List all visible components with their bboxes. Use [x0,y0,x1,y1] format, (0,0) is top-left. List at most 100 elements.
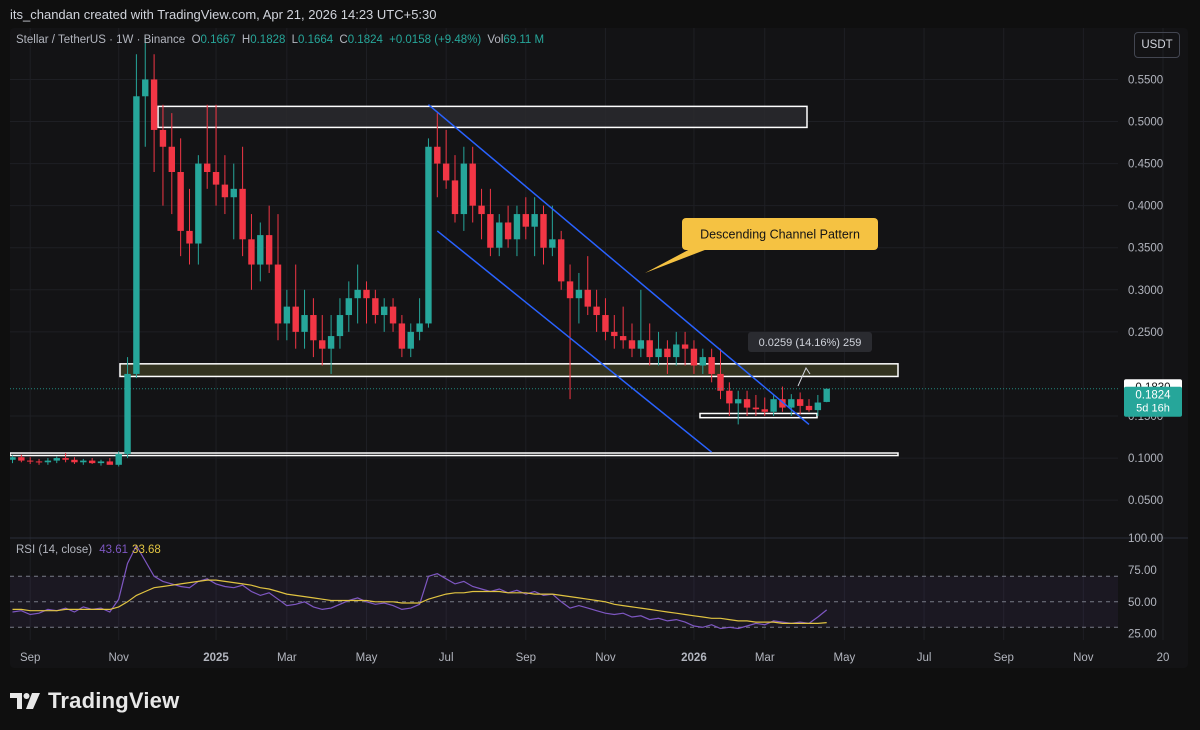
candle-body [655,348,662,358]
candle-body [761,409,768,412]
candle-body [558,239,565,282]
candle-body [195,163,202,244]
candle-body [301,315,308,332]
high-value: 0.1828 [250,34,286,46]
candle-body [602,315,609,332]
open-value: 0.1667 [200,34,236,46]
low-label: L [291,34,299,46]
callout-pointer [645,248,710,273]
time-tick-label: Jul [439,652,454,664]
candle-body [611,331,618,337]
currency-button[interactable]: USDT [1134,32,1180,58]
change-value: +0.0158 (+9.48%) [389,34,482,46]
measure-text: 0.0259 (14.16%) 259 [759,337,862,349]
time-tick-label: Nov [1073,652,1094,664]
candle-body [593,306,600,316]
candle-body [814,402,822,411]
candle-body [699,357,706,366]
price-tick-label: 0.1000 [1128,453,1163,465]
candle-body [628,340,636,349]
zone-support-resistance [119,363,899,378]
symbol-legend: Stellar / TetherUS · 1W · Binance O0.166… [16,34,547,46]
measure-arrow [797,366,811,387]
candle-body [115,453,122,465]
candle-body [522,214,529,227]
candle-body [796,399,804,406]
high-label: H [241,34,251,46]
candle-body [752,407,760,410]
candle-body [469,163,476,206]
candle-body [274,264,282,324]
candle-body [531,214,538,227]
candle-body [743,399,751,408]
candle-body [230,188,237,198]
price-tag-current-box [1124,386,1182,417]
rsi-line [12,544,828,630]
candle-body [18,457,25,461]
candle-body [354,289,361,299]
candle-body [726,390,733,404]
candle-body [770,399,777,412]
rsi-ma-value: 33.68 [132,544,161,556]
channel-upper-line [427,104,810,425]
candle-body [805,405,813,411]
candle-body [407,331,414,349]
candle-body [53,458,60,461]
candle-body [513,214,521,240]
rsi-tick-label: 100.00 [1128,533,1163,545]
candle-body [637,340,645,349]
low-value: 0.1664 [298,34,334,46]
volume-value: 69.11 M [503,34,545,46]
zones [10,105,899,457]
candle-body [434,146,441,164]
axes: 0.5500 0.5000 0.4500 0.4000 0.3500 0.3000 0.25… [20,74,1169,664]
candle-body [451,180,459,215]
price-tick-label: 0.5000 [1128,117,1163,129]
candle-body [62,458,69,460]
price-tick-label: 0.0500 [1128,495,1163,507]
volume-label: Vol [487,34,504,46]
chart-frame[interactable]: 0.5500 0.5000 0.4500 0.4000 0.3500 0.3000 0.25… [10,28,1188,668]
time-tick-label: Nov [595,652,616,664]
time-tick-label: Mar [755,652,775,664]
candle-body [363,289,370,299]
time-tick-label: Jul [917,652,932,664]
time-tick-label: 2025 [203,652,229,664]
descending-channel[interactable] [427,104,810,453]
measure-box [748,332,872,352]
rsi-title: RSI (14, close) [16,544,93,556]
candle-body [664,348,671,358]
candle-body [823,388,830,402]
candle-body [71,459,78,463]
candle-body [97,461,105,464]
candle-body [177,172,184,231]
candle-body [292,306,299,332]
candle-body [681,344,689,349]
candle-body [265,235,273,265]
open-label: O [191,34,201,46]
candle-body [708,357,715,374]
candle-body [142,79,149,97]
candle-body [327,336,335,349]
rsi-tick-label: 75.00 [1128,565,1157,577]
candle-body [336,315,344,337]
price-chart[interactable]: 0.5500 0.5000 0.4500 0.4000 0.3500 0.3000 0.25… [10,28,1188,668]
candle-body [619,336,627,341]
candle-body [442,163,450,181]
candle-body [345,298,352,316]
candle-body [168,146,175,172]
candle-body [239,188,246,240]
candle-body [257,235,264,265]
candle-body [372,298,379,316]
candle-body [10,457,16,460]
rsi-value: 43.61 [99,544,129,556]
candle-body [673,344,680,358]
candle-body [460,163,468,215]
time-tick-label: Nov [108,652,129,664]
close-label: C [339,34,348,46]
candle-body [381,306,388,316]
callout-text: Descending Channel Pattern [700,228,860,242]
price-tick-label: 0.2500 [1128,327,1163,339]
candle-body [106,461,114,465]
candle-body [690,348,698,366]
